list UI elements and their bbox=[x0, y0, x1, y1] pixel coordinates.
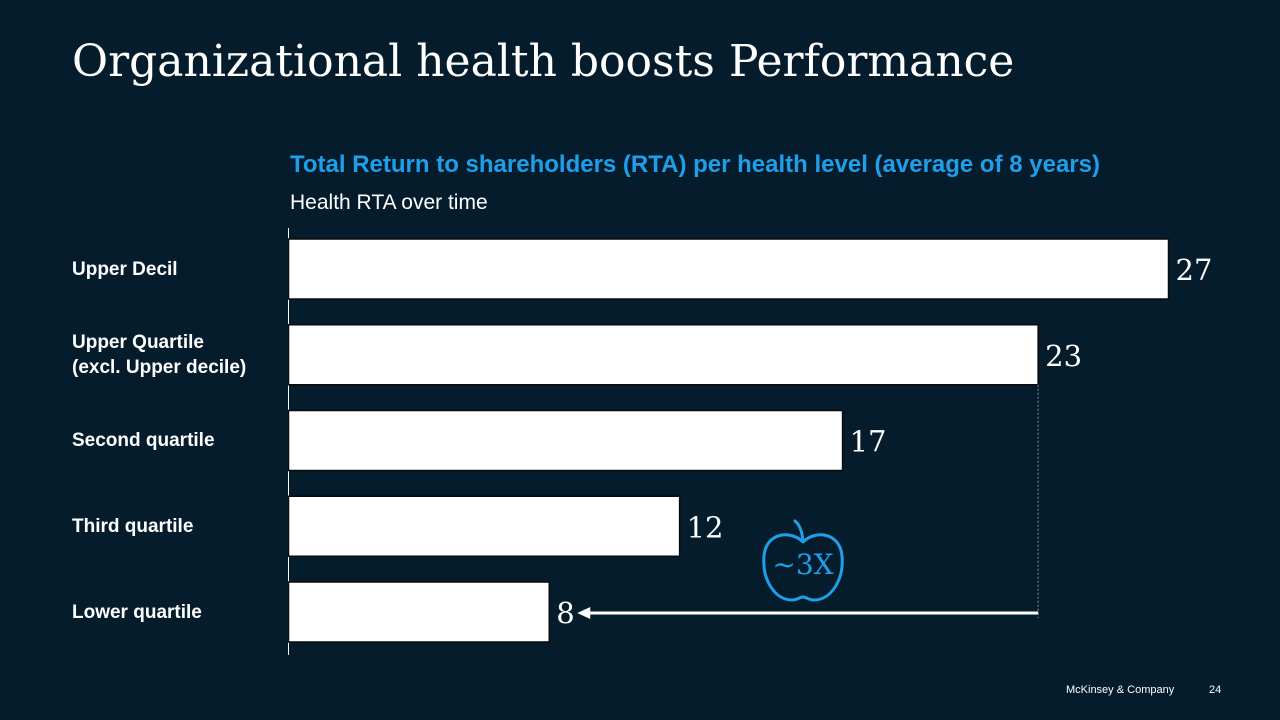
bar-second-quartile bbox=[287, 409, 844, 472]
bar-third-quartile bbox=[287, 495, 681, 557]
category-label-line: (excl. Upper decile) bbox=[72, 357, 247, 378]
category-label-upper-decil: Upper Decil bbox=[72, 257, 282, 282]
footer-company-name: McKinsey & Company bbox=[1066, 684, 1175, 696]
category-label-second-quartile: Second quartile bbox=[72, 428, 282, 453]
chart-subtitle: Health RTA over time bbox=[290, 191, 488, 214]
data-label-upper-quartile: 23 bbox=[1045, 339, 1082, 373]
bar-upper-decil bbox=[287, 238, 1170, 300]
comparison-arrow-head bbox=[577, 607, 591, 619]
data-label-upper-decil: 27 bbox=[1176, 253, 1213, 287]
bar-upper-quartile bbox=[287, 324, 1039, 386]
apple-icon bbox=[762, 519, 844, 602]
category-label-upper-quartile: Upper Quartile (excl. Upper decile) bbox=[72, 330, 282, 380]
category-label-third-quartile: Third quartile bbox=[72, 514, 282, 539]
category-label-line: Lower quartile bbox=[72, 602, 202, 623]
category-label-line: Third quartile bbox=[72, 516, 194, 537]
category-label-line: Upper Decil bbox=[72, 259, 178, 280]
bar-lower-quartile bbox=[287, 581, 550, 643]
data-labels-layer: 27 23 17 12 8 bbox=[556, 253, 1212, 630]
chart-title: Total Return to shareholders (RTA) per h… bbox=[290, 151, 1100, 178]
bars-layer bbox=[287, 238, 1170, 643]
page-number: 24 bbox=[1209, 684, 1222, 696]
category-label-line: Second quartile bbox=[72, 430, 215, 451]
data-label-second-quartile: 17 bbox=[850, 425, 887, 459]
slide-title: Organizational health boosts Performance bbox=[72, 36, 1015, 87]
category-label-line: Upper Quartile bbox=[72, 332, 204, 353]
data-label-third-quartile: 12 bbox=[687, 510, 724, 544]
data-label-lower-quartile: 8 bbox=[556, 596, 574, 630]
multiplier-annotation: ~3X bbox=[772, 548, 833, 581]
category-label-lower-quartile: Lower quartile bbox=[72, 600, 282, 625]
